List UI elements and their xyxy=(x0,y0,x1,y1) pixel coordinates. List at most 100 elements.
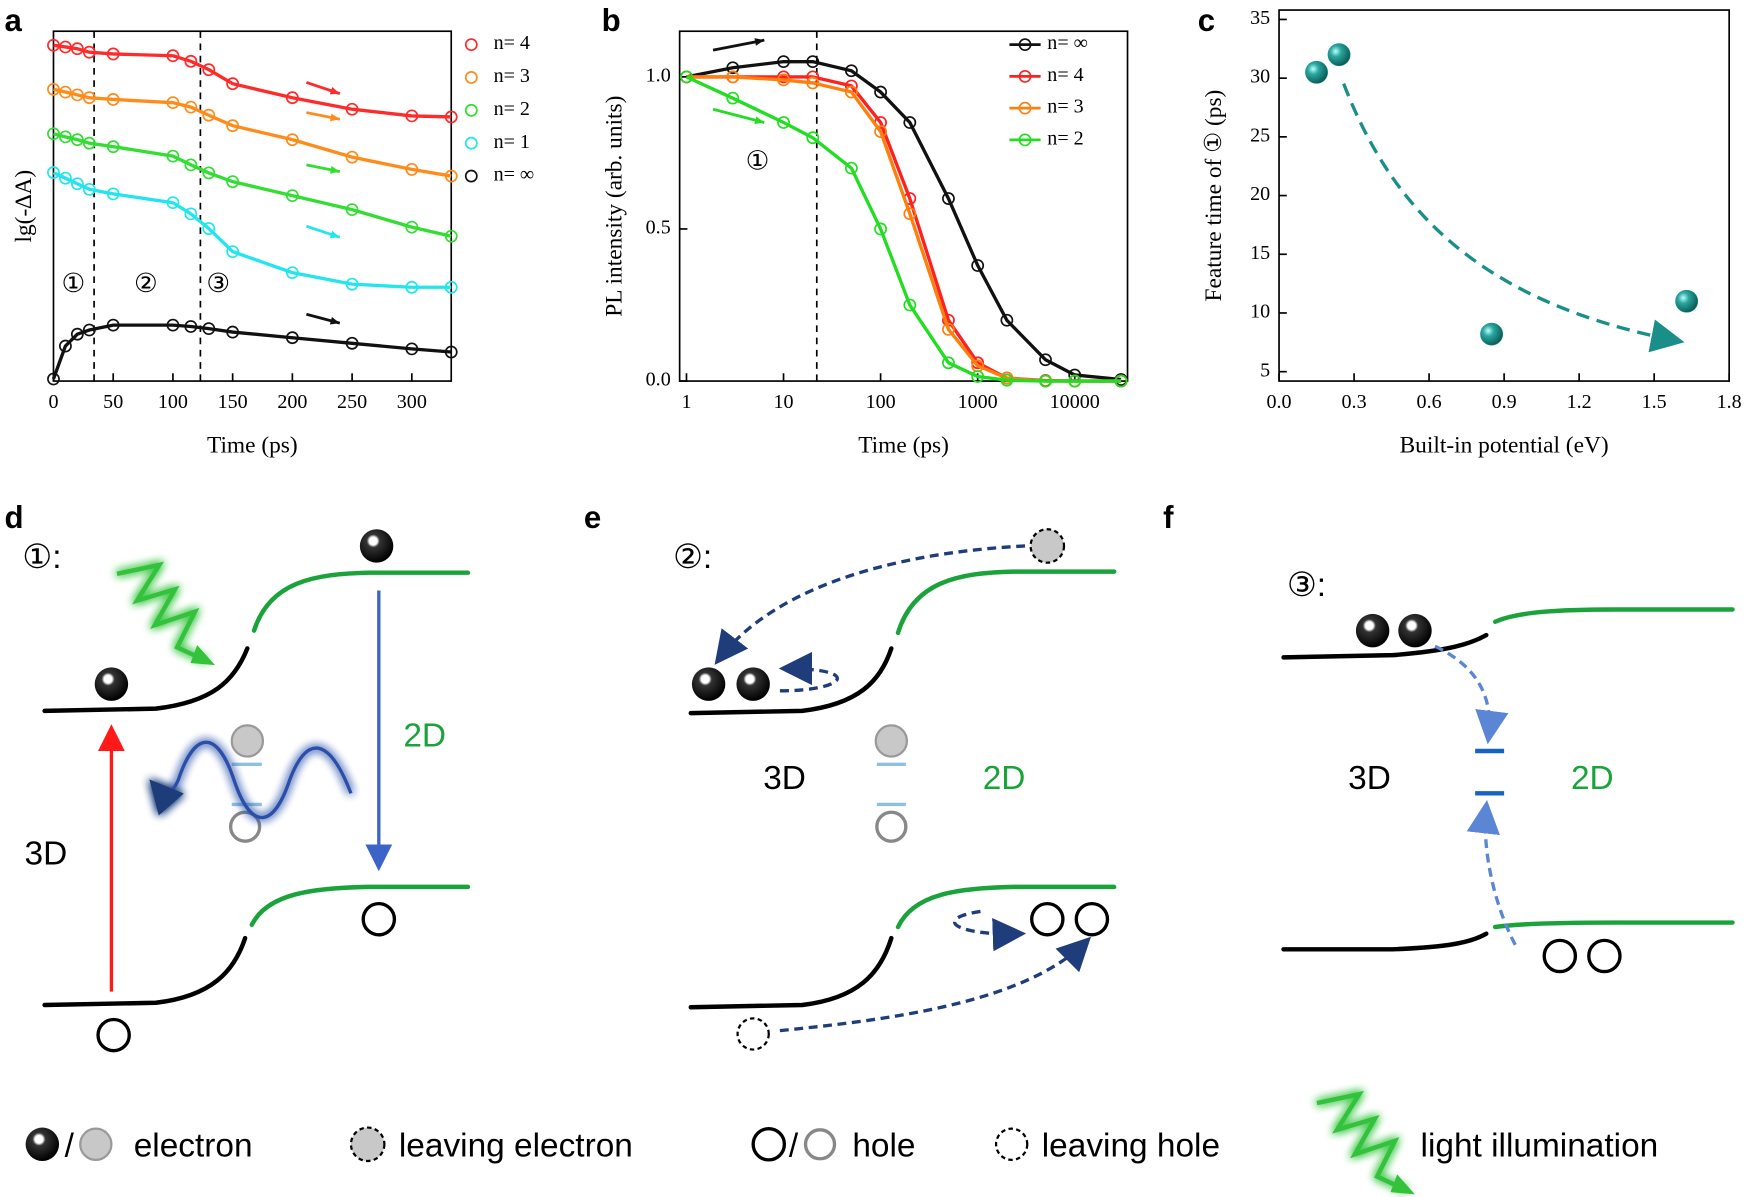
data-point xyxy=(806,131,820,145)
data-point xyxy=(444,169,458,183)
step-label: ①: xyxy=(22,539,61,576)
annotation-arrowhead xyxy=(329,316,340,325)
data-point xyxy=(82,136,96,150)
legend-marker xyxy=(1018,101,1032,115)
data-point xyxy=(70,177,84,191)
data-point xyxy=(1675,289,1699,313)
data-point xyxy=(405,342,419,356)
data-point xyxy=(59,85,72,99)
x-tick-label: 0 xyxy=(48,391,58,413)
legend-label: n= 2 xyxy=(494,98,530,120)
data-point xyxy=(844,64,858,78)
annotation-arrowhead xyxy=(329,113,340,122)
panel-label: a xyxy=(4,3,22,38)
data-point xyxy=(1480,322,1504,346)
data-point xyxy=(903,207,917,221)
data-point xyxy=(202,166,216,180)
data-point xyxy=(1114,374,1128,388)
series-line xyxy=(51,323,452,380)
x-tick-label: 50 xyxy=(103,391,123,413)
data-point xyxy=(166,196,180,210)
data-point xyxy=(806,76,820,90)
plot-frame xyxy=(678,30,1129,382)
annotation: ③ xyxy=(206,268,230,298)
data-point xyxy=(903,298,917,312)
legend-separator: / xyxy=(65,1128,75,1165)
annotation-arrowhead xyxy=(329,230,340,239)
data-point xyxy=(874,222,888,236)
panel-label: b xyxy=(602,3,621,38)
x-tick-label: 0.6 xyxy=(1417,391,1442,413)
data-point xyxy=(903,116,917,129)
data-point xyxy=(184,54,198,68)
data-point xyxy=(47,82,60,96)
data-point xyxy=(106,140,120,154)
legend-label: n= 4 xyxy=(494,32,530,54)
region-label: 3D xyxy=(1348,760,1391,797)
data-point xyxy=(1039,353,1052,367)
legend-marker xyxy=(464,103,478,117)
y-axis-label: Feature time of ① (ps) xyxy=(1201,90,1227,302)
panel-label: c xyxy=(1198,3,1215,38)
legend-marker xyxy=(464,169,478,183)
y-tick-label: 15 xyxy=(1250,242,1270,264)
legend-label: n= 1 xyxy=(494,131,530,153)
data-point xyxy=(285,133,299,147)
data-point xyxy=(59,339,72,353)
x-tick-label: 1.8 xyxy=(1717,391,1742,413)
data-point xyxy=(202,222,216,235)
x-tick-label: 100 xyxy=(866,391,896,413)
data-point xyxy=(444,345,458,359)
data-point xyxy=(82,45,96,59)
legend-label: n= ∞ xyxy=(494,164,535,186)
data-point xyxy=(70,133,84,147)
y-axis-label: PL intensity (arb. units) xyxy=(602,96,628,317)
data-point xyxy=(202,322,216,336)
data-point xyxy=(226,175,240,189)
y-tick-label: 30 xyxy=(1250,66,1270,88)
x-tick-label: 1 xyxy=(681,391,691,413)
x-axis-label: Built-in potential (eV) xyxy=(1400,432,1609,458)
data-point xyxy=(285,189,299,203)
legend-marker xyxy=(464,71,478,84)
legend-label: leaving electron xyxy=(399,1128,633,1165)
data-point xyxy=(1305,60,1328,84)
data-point xyxy=(874,85,888,99)
data-point xyxy=(82,323,96,337)
x-tick-label: 0.9 xyxy=(1492,391,1517,413)
data-point xyxy=(285,91,299,105)
y-tick-label: 1.0 xyxy=(646,64,671,86)
data-point xyxy=(226,325,240,339)
x-tick-label: 250 xyxy=(337,391,367,413)
y-tick-label: 0.0 xyxy=(646,369,671,391)
series-line xyxy=(685,75,1122,383)
diagram-f: ③: 3D 2D xyxy=(1281,567,1735,974)
data-point xyxy=(345,203,359,217)
data-point xyxy=(106,93,120,106)
data-point xyxy=(444,110,458,124)
data-point xyxy=(166,318,180,332)
data-point xyxy=(285,331,299,345)
annotation: ② xyxy=(134,268,158,298)
data-point xyxy=(226,77,240,91)
data-point xyxy=(166,96,180,110)
region-label: 2D xyxy=(1571,760,1614,797)
data-point xyxy=(184,100,198,114)
series-line xyxy=(686,59,1122,382)
series-line xyxy=(52,171,452,289)
data-point xyxy=(345,102,359,116)
data-point xyxy=(942,192,955,205)
data-point xyxy=(874,125,888,139)
diagram-d: ①: 3D 2D xyxy=(22,529,471,1053)
trend-arrow xyxy=(1342,82,1685,353)
annotation-arrowhead xyxy=(754,38,765,46)
legend-label: hole xyxy=(852,1128,915,1165)
y-tick-label: 35 xyxy=(1250,7,1270,29)
data-point xyxy=(202,63,216,77)
legend-label: electron xyxy=(134,1128,253,1165)
data-point xyxy=(726,61,740,75)
legend-marker xyxy=(1018,133,1032,147)
data-point xyxy=(184,320,198,333)
data-point xyxy=(82,182,96,196)
data-point xyxy=(345,336,359,350)
